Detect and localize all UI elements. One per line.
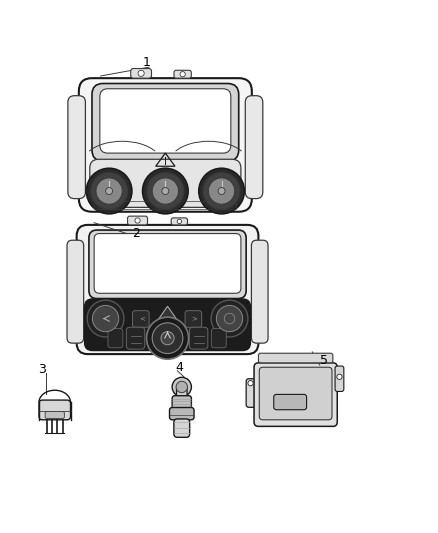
Circle shape xyxy=(87,300,124,337)
Circle shape xyxy=(152,178,178,204)
Circle shape xyxy=(142,168,188,214)
FancyBboxPatch shape xyxy=(90,159,241,207)
FancyBboxPatch shape xyxy=(92,84,239,161)
Text: >: > xyxy=(191,316,197,321)
Text: 1: 1 xyxy=(143,56,151,69)
FancyBboxPatch shape xyxy=(108,328,123,348)
Circle shape xyxy=(208,178,235,204)
Circle shape xyxy=(176,381,187,393)
FancyBboxPatch shape xyxy=(259,367,332,420)
Circle shape xyxy=(86,168,132,214)
Text: <: < xyxy=(139,316,145,321)
FancyBboxPatch shape xyxy=(67,240,84,343)
FancyBboxPatch shape xyxy=(177,386,187,397)
Circle shape xyxy=(337,374,342,379)
FancyBboxPatch shape xyxy=(171,218,187,225)
Circle shape xyxy=(91,173,127,209)
Circle shape xyxy=(138,70,144,76)
FancyBboxPatch shape xyxy=(245,96,263,199)
Circle shape xyxy=(92,305,119,332)
FancyBboxPatch shape xyxy=(211,328,226,348)
FancyBboxPatch shape xyxy=(79,78,252,212)
FancyBboxPatch shape xyxy=(126,327,145,349)
Text: 3: 3 xyxy=(38,363,46,376)
Circle shape xyxy=(216,305,243,332)
FancyBboxPatch shape xyxy=(251,240,268,343)
Circle shape xyxy=(203,173,240,209)
Text: 4: 4 xyxy=(176,361,184,374)
FancyBboxPatch shape xyxy=(77,225,258,354)
FancyBboxPatch shape xyxy=(170,408,194,420)
Circle shape xyxy=(162,188,169,195)
FancyBboxPatch shape xyxy=(274,394,307,410)
Polygon shape xyxy=(157,306,177,321)
Circle shape xyxy=(135,218,140,223)
Circle shape xyxy=(211,300,248,337)
Circle shape xyxy=(106,188,113,195)
Circle shape xyxy=(172,377,191,397)
Circle shape xyxy=(152,323,183,353)
FancyBboxPatch shape xyxy=(246,379,257,407)
FancyBboxPatch shape xyxy=(68,96,85,199)
Circle shape xyxy=(96,178,122,204)
FancyBboxPatch shape xyxy=(174,419,190,437)
Text: 5: 5 xyxy=(320,354,328,367)
FancyBboxPatch shape xyxy=(94,233,241,293)
FancyBboxPatch shape xyxy=(127,216,148,225)
Circle shape xyxy=(248,381,253,386)
FancyBboxPatch shape xyxy=(89,230,246,298)
Circle shape xyxy=(180,71,185,77)
FancyBboxPatch shape xyxy=(131,69,152,78)
Circle shape xyxy=(218,188,225,195)
FancyBboxPatch shape xyxy=(189,327,208,349)
Circle shape xyxy=(199,168,244,214)
FancyBboxPatch shape xyxy=(258,353,333,363)
Circle shape xyxy=(147,173,184,209)
FancyBboxPatch shape xyxy=(45,411,64,418)
Circle shape xyxy=(177,219,181,223)
FancyBboxPatch shape xyxy=(85,299,251,351)
FancyBboxPatch shape xyxy=(172,395,191,409)
FancyBboxPatch shape xyxy=(185,311,201,327)
Circle shape xyxy=(146,317,188,359)
FancyBboxPatch shape xyxy=(39,400,71,420)
FancyBboxPatch shape xyxy=(132,311,149,327)
Circle shape xyxy=(161,332,174,345)
FancyBboxPatch shape xyxy=(100,89,231,153)
FancyBboxPatch shape xyxy=(174,70,191,78)
Text: 2: 2 xyxy=(132,227,140,240)
FancyBboxPatch shape xyxy=(335,366,344,391)
FancyBboxPatch shape xyxy=(254,363,337,426)
